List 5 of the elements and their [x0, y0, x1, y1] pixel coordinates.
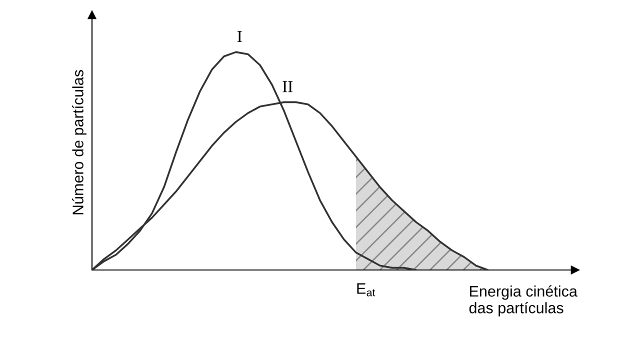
x-axis-title: Energia cinética das partículas	[469, 285, 578, 316]
y-axis-title: Número de partículas	[72, 70, 86, 214]
series-label: I	[237, 31, 242, 42]
text: E$_{at}$	[357, 283, 376, 296]
series-label: II	[282, 81, 293, 92]
